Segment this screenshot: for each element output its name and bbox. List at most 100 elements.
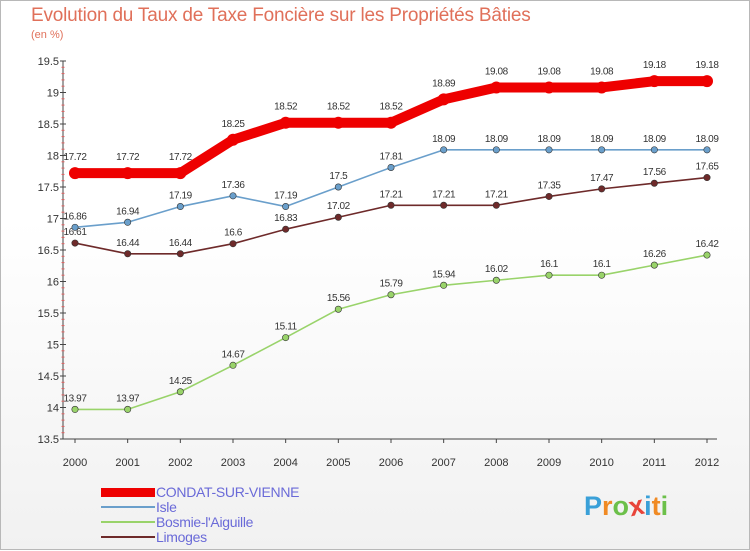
data-point — [385, 116, 397, 129]
data-point — [490, 81, 503, 94]
data-point — [492, 201, 500, 209]
data-label: 18.89 — [432, 78, 456, 89]
data-point — [124, 405, 132, 413]
logo-letter: t — [651, 491, 661, 521]
data-label: 16.26 — [643, 249, 667, 260]
data-point — [121, 167, 134, 180]
y-tick-label: 15 — [47, 340, 59, 352]
data-point — [598, 146, 606, 154]
data-point — [279, 116, 292, 129]
data-point — [229, 361, 237, 369]
data-label: 17.72 — [63, 152, 87, 163]
x-tick-label: 2010 — [589, 457, 613, 469]
data-label: 18.09 — [432, 134, 456, 145]
data-label: 18.09 — [590, 134, 614, 145]
data-label: 17.72 — [116, 152, 140, 163]
data-point — [71, 223, 79, 231]
data-label: 19.08 — [485, 66, 509, 77]
data-label: 17.47 — [590, 173, 614, 184]
series-1: 16.86 16.94 17.19 17.36 17.19 17.5 17.81 18.09 1… — [63, 134, 720, 231]
series-0: 17.72 17.72 17.72 18.25 18.52 18.52 18.52 18.89… — [63, 60, 720, 180]
legend-label: Bosmie-l'Aiguille — [156, 514, 254, 530]
data-label: 18.52 — [379, 102, 403, 113]
data-point — [124, 250, 132, 258]
data-point — [650, 261, 658, 269]
data-label: 17.72 — [169, 152, 193, 163]
data-label: 17.36 — [221, 180, 245, 191]
data-point — [492, 146, 500, 154]
data-point — [71, 239, 79, 247]
legend-label: Limoges — [156, 529, 207, 545]
data-label: 17.19 — [274, 191, 298, 202]
data-label: 16.61 — [63, 227, 87, 238]
data-point — [595, 81, 608, 94]
data-label: 16.94 — [116, 206, 140, 217]
data-label: 16.1 — [593, 259, 612, 270]
data-label: 15.79 — [379, 279, 403, 290]
y-tick-label: 17 — [47, 214, 59, 226]
data-point — [334, 183, 342, 191]
series-2: 13.97 13.97 14.25 14.67 15.11 15.56 15.79 15.94… — [63, 239, 720, 413]
y-tick-label: 14.5 — [38, 371, 59, 383]
data-point — [598, 185, 606, 193]
series-layer: 13.97 13.97 14.25 14.67 15.11 15.56 15.79 15.94… — [63, 60, 720, 413]
y-tick-label: 16 — [47, 277, 59, 289]
data-point — [703, 174, 711, 182]
data-label: 17.81 — [379, 151, 403, 162]
x-tick-label: 2011 — [643, 457, 667, 469]
data-point — [334, 305, 342, 313]
data-label: 19.08 — [537, 66, 561, 77]
data-label: 17.02 — [327, 201, 351, 212]
data-label: 17.35 — [537, 180, 561, 191]
data-label: 15.94 — [432, 269, 456, 280]
x-tick-label: 2001 — [115, 457, 139, 469]
data-label: 15.56 — [327, 293, 351, 304]
data-label: 17.21 — [485, 189, 509, 200]
x-tick-label: 2002 — [168, 457, 192, 469]
legend-swatch — [101, 536, 155, 538]
data-point — [176, 388, 184, 396]
y-tick-label: 18.5 — [38, 119, 59, 131]
data-point — [387, 201, 395, 209]
data-label: 13.97 — [63, 393, 87, 404]
data-label: 18.52 — [274, 102, 298, 113]
data-label: 19.18 — [643, 60, 667, 71]
x-tick-label: 2003 — [221, 457, 245, 469]
data-label: 16.02 — [485, 264, 509, 275]
data-label: 18.09 — [485, 134, 509, 145]
data-label: 13.97 — [116, 393, 140, 404]
data-label: 19.08 — [590, 66, 614, 77]
logo-letter: i — [644, 491, 652, 521]
data-label: 19.18 — [695, 60, 719, 71]
data-label: 17.56 — [643, 167, 667, 178]
data-point — [282, 203, 290, 211]
data-point — [650, 179, 658, 187]
data-point — [69, 167, 81, 180]
x-tick-label: 2012 — [695, 457, 719, 469]
legend-swatch — [101, 487, 155, 497]
logo-letter: r — [602, 491, 613, 521]
data-point — [71, 405, 79, 413]
data-label: 16.86 — [63, 211, 87, 222]
data-label: 18.09 — [695, 134, 719, 145]
data-label: 18.52 — [327, 102, 351, 113]
data-point — [545, 192, 553, 200]
series-3: 16.61 16.44 16.44 16.6 16.83 17.02 17.21 17.21 1… — [63, 162, 720, 258]
data-label: 18.25 — [221, 119, 245, 130]
chart-axes: 13.5 14 14.5 15 15.5 16 16.5 17 17.5 18 18.5 19 19.5… — [38, 56, 720, 469]
data-label: 17.19 — [169, 191, 193, 202]
data-point — [282, 334, 290, 342]
data-point — [282, 225, 290, 233]
data-label: 16.6 — [224, 228, 243, 239]
y-tick-label: 13.5 — [38, 434, 59, 446]
chart-title: Evolution du Taux de Taxe Foncière sur l… — [31, 5, 531, 26]
data-point — [176, 250, 184, 258]
y-tick-label: 16.5 — [38, 245, 59, 257]
data-label: 16.42 — [695, 239, 719, 250]
legend-swatch — [101, 521, 155, 523]
data-point — [650, 146, 658, 154]
y-tick-label: 19.5 — [38, 56, 59, 68]
data-label: 17.65 — [695, 162, 719, 173]
x-tick-label: 2008 — [484, 457, 508, 469]
